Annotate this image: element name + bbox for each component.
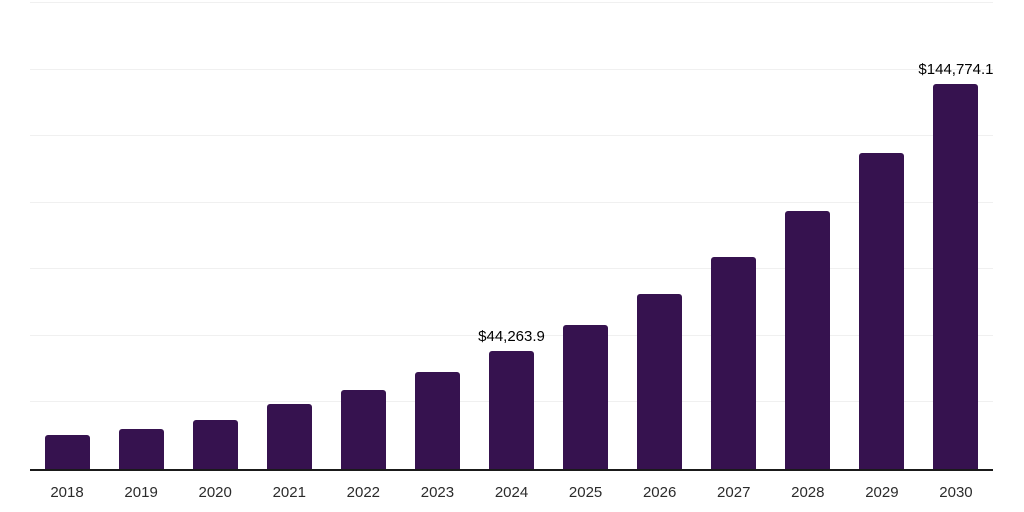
bar-2028: [785, 210, 831, 469]
data-label-2024: $44,263.9: [478, 328, 545, 346]
bar-2030: [933, 83, 979, 469]
gridline: [30, 334, 993, 336]
bar-column-2023: [400, 0, 474, 469]
x-axis-line: [30, 469, 993, 471]
bar-2020: [192, 419, 238, 469]
bar-column-2020: [178, 0, 252, 469]
bar-2021: [266, 404, 312, 469]
gridline: [30, 268, 993, 270]
bar-column-2018: [30, 0, 104, 469]
bar-2022: [340, 389, 386, 469]
x-axis-tick-row: 2018 2019 2020 2021 2022 2023 2024 2025 2026 2027…: [30, 484, 993, 502]
bar-column-2025: [549, 0, 623, 469]
x-tick-label-2029: 2029: [865, 484, 899, 501]
x-tick-label-2023: 2023: [420, 484, 455, 501]
gridline: [30, 135, 993, 137]
x-tick-label-2025: 2025: [568, 484, 603, 501]
bar-2026: [637, 293, 683, 469]
bar-2024: [489, 351, 534, 469]
x-tick-label-2024: 2024: [494, 484, 529, 501]
x-tick-label-2028: 2028: [791, 484, 825, 501]
bar-column-2029: [845, 0, 919, 469]
x-tick-label-2019: 2019: [124, 484, 158, 501]
gridline: [30, 2, 993, 3]
bar-2023: [414, 372, 460, 469]
bar-column-2026: [623, 0, 697, 469]
bar-2018: [44, 435, 90, 469]
bar-column-2019: [104, 0, 178, 469]
bar-column-2027: [697, 0, 771, 469]
bar-2027: [711, 256, 757, 469]
bar-2029: [859, 153, 905, 469]
plot-area: $44,263.9 $144,774.1: [30, 0, 994, 469]
bar-column-2024: $44,263.9: [474, 0, 548, 469]
x-tick-label-2021: 2021: [272, 484, 306, 501]
x-tick-label-2026: 2026: [642, 484, 677, 501]
x-tick-label-2020: 2020: [198, 484, 232, 501]
x-tick-label-2018: 2018: [50, 484, 84, 501]
x-tick-label-2022: 2022: [346, 484, 381, 501]
x-tick-label-2030: 2030: [939, 484, 973, 501]
bar-column-2030: $144,774.1: [918, 0, 994, 469]
data-label-2030: $144,774.1: [918, 60, 994, 78]
x-tick-label-2027: 2027: [717, 484, 751, 501]
bar-column-2022: [326, 0, 400, 469]
gridline: [30, 201, 993, 203]
bar-column-2021: [252, 0, 326, 469]
bar-columns: $44,263.9 $144,774.1: [30, 0, 994, 469]
bar-2019: [118, 429, 164, 469]
bar-column-2028: [771, 0, 845, 469]
gridline: [30, 68, 993, 70]
bar-2025: [563, 325, 609, 469]
